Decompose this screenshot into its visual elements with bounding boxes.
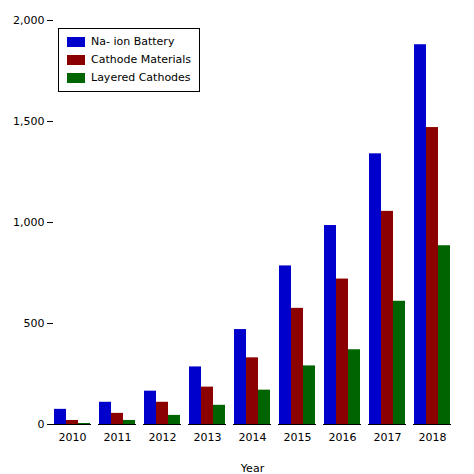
svg-text:2018: 2018 bbox=[419, 431, 447, 444]
html-text:Cathode Materials: Cathode Materials bbox=[91, 53, 192, 66]
svg-text:2012: 2012 bbox=[149, 431, 177, 444]
html-text:Layered Cathodes: Layered Cathodes bbox=[91, 71, 191, 84]
svg-text:Year: Year bbox=[240, 462, 265, 474]
svg-text:2,000: 2,000 bbox=[13, 14, 45, 27]
svg-text:2014: 2014 bbox=[239, 431, 267, 444]
svg-text:1,500: 1,500 bbox=[13, 115, 45, 128]
svg-text:2015: 2015 bbox=[284, 431, 312, 444]
svg-text:2010: 2010 bbox=[59, 431, 87, 444]
html-text:Na- ion Battery: Na- ion Battery bbox=[91, 35, 175, 48]
svg-text:2016: 2016 bbox=[329, 431, 357, 444]
svg-text:500: 500 bbox=[24, 317, 45, 330]
svg-text:1,000: 1,000 bbox=[13, 216, 45, 229]
svg-text:2011: 2011 bbox=[104, 431, 132, 444]
svg-text:2017: 2017 bbox=[374, 431, 402, 444]
svg-text:2013: 2013 bbox=[194, 431, 222, 444]
svg-text:0: 0 bbox=[38, 418, 45, 431]
